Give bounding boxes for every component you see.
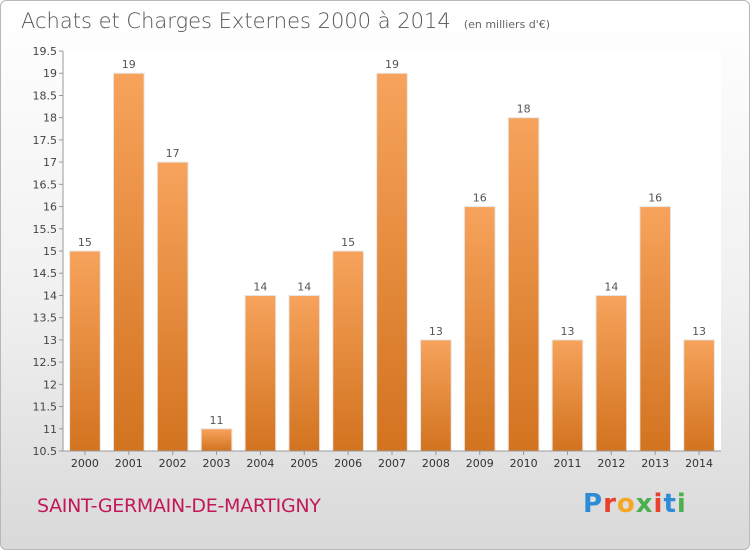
bar-2004 (244, 294, 277, 452)
bar-2001 (112, 72, 145, 452)
value-label-2008: 13 (429, 325, 443, 338)
y-tick-label: 17.5 (33, 134, 58, 147)
x-tick-label-2004: 2004 (246, 457, 274, 470)
x-tick-label-2006: 2006 (334, 457, 362, 470)
bar-2006 (332, 250, 364, 452)
y-tick-label: 19 (43, 67, 57, 80)
x-tick-label-2001: 2001 (115, 457, 143, 470)
value-label-2004: 14 (253, 280, 267, 293)
bar-2009 (463, 206, 496, 452)
x-tick-label-2009: 2009 (466, 457, 494, 470)
y-tick-label: 16.5 (33, 178, 58, 191)
value-label-2000: 15 (78, 236, 92, 249)
x-tick-label-2002: 2002 (159, 457, 187, 470)
bar-2010 (507, 117, 540, 452)
value-label-2013: 16 (648, 192, 662, 205)
bar-2002 (156, 161, 189, 452)
x-tick-label-2000: 2000 (71, 457, 99, 470)
x-axis: 2000 2001 2002 2003 2004 2005 2006 2007 2008 2009… (63, 450, 721, 470)
y-tick-label: 14.5 (33, 267, 58, 280)
y-tick-label: 15.5 (33, 223, 58, 236)
x-tick-label-2014: 2014 (685, 457, 713, 470)
chart-header: Achats et Charges Externes 2000 à 2014 (… (21, 9, 550, 33)
y-axis: 10.5 11 11.5 12 12.5 13 13.5 14 14.5 15 15.5 16 16.5… (33, 45, 64, 458)
value-label-2012: 14 (604, 280, 618, 293)
y-tick-label: 15 (43, 245, 57, 258)
y-tick-label: 19.5 (33, 45, 58, 58)
x-tick-label-2008: 2008 (422, 457, 450, 470)
bar-2003 (200, 428, 233, 452)
logo-letter: i (676, 489, 687, 519)
y-tick-label: 18 (43, 112, 57, 125)
x-tick-label-2013: 2013 (641, 457, 669, 470)
bar-2014 (683, 339, 715, 452)
logo-letter: r (603, 489, 617, 519)
proxiti-logo: Proxiti (583, 489, 687, 519)
bar-2005 (288, 294, 321, 452)
bar-2008 (420, 339, 452, 452)
y-tick-label: 12.5 (33, 356, 58, 369)
bar-2013 (639, 206, 672, 452)
x-tick-label-2010: 2010 (510, 457, 538, 470)
bar-2000 (69, 250, 101, 452)
x-tick-label-2007: 2007 (378, 457, 406, 470)
value-label-2006: 15 (341, 236, 355, 249)
x-tick-label-2011: 2011 (553, 457, 581, 470)
x-tick-label-2003: 2003 (203, 457, 231, 470)
x-tick-label-2012: 2012 (597, 457, 625, 470)
value-label-2010: 18 (517, 103, 531, 116)
x-tick-label-2005: 2005 (290, 457, 318, 470)
value-label-2002: 17 (166, 147, 180, 160)
value-label-2007: 19 (385, 58, 399, 71)
logo-letter: i (653, 489, 664, 519)
y-tick-label: 12 (43, 378, 57, 391)
y-tick-label: 13.5 (33, 312, 58, 325)
chart-subtitle: (en milliers d'€) (463, 18, 551, 31)
commune-name: SAINT-GERMAIN-DE-MARTIGNY (37, 495, 321, 517)
y-tick-label: 13 (43, 334, 57, 347)
y-tick-label: 10.5 (33, 445, 58, 458)
logo-letter: x (635, 489, 654, 519)
y-tick-label: 17 (43, 156, 57, 169)
bars: 15 19 17 11 14 14 15 19 13 16 18 13 14 16 13 (69, 58, 715, 452)
bar-2011 (551, 339, 584, 452)
logo-letter: P (583, 489, 604, 519)
value-label-2003: 11 (210, 414, 224, 427)
value-label-2014: 13 (692, 325, 706, 338)
logo-letter: o (616, 489, 636, 519)
chart-title: Achats et Charges Externes 2000 à 2014 (21, 9, 451, 33)
value-label-2005: 14 (297, 280, 311, 293)
value-label-2011: 13 (560, 325, 574, 338)
y-tick-label: 11 (43, 423, 57, 436)
bar-2012 (595, 294, 628, 452)
y-tick-label: 14 (43, 289, 57, 302)
value-label-2001: 19 (122, 58, 136, 71)
y-tick-label: 16 (43, 201, 57, 214)
value-label-2009: 16 (473, 192, 487, 205)
y-tick-label: 11.5 (33, 401, 58, 414)
bar-2007 (376, 72, 408, 452)
logo-letter: t (663, 489, 677, 519)
y-tick-label: 18.5 (33, 89, 58, 102)
